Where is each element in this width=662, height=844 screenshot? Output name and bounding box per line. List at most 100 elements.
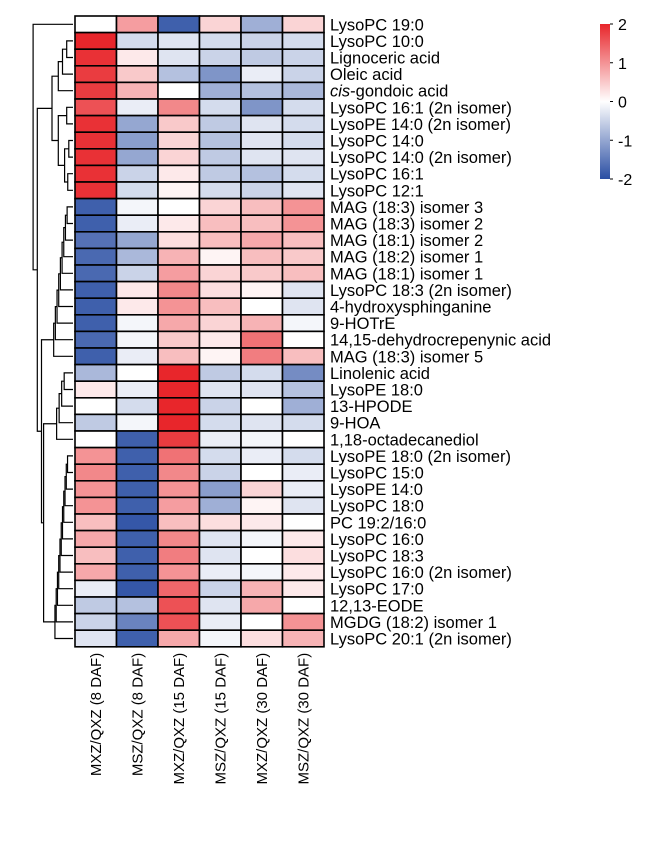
heatmap-cell <box>74 562 118 582</box>
heatmap-cell <box>157 98 201 117</box>
row-dendrogram <box>32 23 73 640</box>
row-label: LysoPC 19:0 <box>330 16 424 34</box>
heatmap-cell <box>198 546 242 565</box>
heatmap-cell <box>198 81 242 100</box>
heatmap-cell <box>240 313 284 333</box>
heatmap-cell <box>157 363 201 383</box>
heatmap-cell <box>74 330 118 349</box>
heatmap-cell <box>157 579 201 598</box>
heatmap-cell <box>198 629 242 648</box>
heatmap-cell <box>74 98 118 117</box>
heatmap-cell <box>74 546 118 565</box>
heatmap-cell <box>198 197 242 217</box>
row-label: Lignoceric acid <box>330 50 440 68</box>
row-label: LysoPE 18:0 <box>330 382 423 400</box>
row-label: MAG (18:3) isomer 2 <box>330 216 483 234</box>
heatmap-cell <box>115 148 159 167</box>
heatmap-cell <box>157 513 201 532</box>
row-label: LysoPC 18:0 <box>330 498 424 516</box>
column-label: MXZ/QXZ (15 DAF) <box>171 653 188 785</box>
heatmap-cell <box>115 114 159 133</box>
heatmap-cell <box>74 280 118 300</box>
legend-tick-label: 1 <box>618 56 627 73</box>
row-label: LysoPC 10:0 <box>330 33 424 51</box>
heatmap-cell <box>198 98 242 117</box>
heatmap-cell <box>74 181 118 200</box>
heatmap-cell <box>157 562 201 582</box>
row-label: LysoPC 14:0 <box>330 133 424 151</box>
heatmap-cell <box>115 15 159 34</box>
row-label: LysoPC 16:1 (2n isomer) <box>330 99 512 117</box>
heatmap-cell <box>74 15 118 34</box>
heatmap-cell <box>115 596 159 615</box>
legend-tick-label: 2 <box>618 17 627 34</box>
heatmap-cell <box>157 231 201 250</box>
heatmap-cell <box>240 31 284 50</box>
heatmap-cell <box>198 280 242 300</box>
heatmap-cell <box>240 463 284 482</box>
heatmap-cell <box>74 596 118 615</box>
heatmap-cell <box>281 98 325 117</box>
heatmap-cell <box>115 31 159 50</box>
heatmap-cell <box>74 430 118 449</box>
heatmap-cell <box>240 529 284 548</box>
dendrogram-branch <box>43 423 57 623</box>
heatmap-cell <box>74 131 118 150</box>
heatmap-cell <box>281 513 325 532</box>
heatmap-cell <box>115 380 159 399</box>
heatmap-cell <box>281 48 325 67</box>
heatmap-cell <box>240 280 284 300</box>
heatmap-cell <box>240 264 284 283</box>
heatmap-cell <box>115 430 159 449</box>
heatmap-cell <box>157 114 201 133</box>
heatmap-cell <box>198 31 242 50</box>
heatmap-cell <box>240 347 284 366</box>
heatmap-cell <box>240 164 284 183</box>
heatmap-cell <box>157 15 201 34</box>
heatmap-cell <box>74 81 118 100</box>
heatmap-cell <box>198 513 242 532</box>
heatmap-cell <box>74 197 118 217</box>
heatmap-cell <box>240 247 284 266</box>
heatmap-cell <box>240 579 284 598</box>
heatmap-cell <box>198 264 242 283</box>
row-label: 12,13-EODE <box>330 597 424 615</box>
heatmap-cell <box>281 181 325 200</box>
heatmap-cell <box>74 214 118 233</box>
heatmap-cell <box>115 164 159 183</box>
row-label: LysoPC 18:3 (2n isomer) <box>330 282 512 300</box>
heatmap-cell <box>115 413 159 432</box>
heatmap-cell <box>240 396 284 416</box>
heatmap-cell <box>281 313 325 333</box>
heatmap-cell <box>74 164 118 183</box>
heatmap-cell <box>74 479 118 499</box>
heatmap-cell <box>198 413 242 432</box>
row-label: LysoPE 14:0 <box>330 481 423 499</box>
row-label: 13-HPODE <box>330 398 413 416</box>
heatmap-cell <box>198 396 242 416</box>
row-label: LysoPC 16:0 <box>330 531 424 549</box>
heatmap-cell <box>281 264 325 283</box>
heatmap-cell <box>74 380 118 399</box>
heatmap-cell <box>198 131 242 150</box>
column-labels: MXZ/QXZ (8 DAF) MSZ/QXZ (8 DAF) MXZ/QXZ (1… <box>88 653 313 785</box>
heatmap-cell <box>74 513 118 532</box>
heatmap-cell <box>115 247 159 266</box>
heatmap-cell <box>115 197 159 217</box>
dendrogram-branch <box>51 75 59 142</box>
heatmap-cell <box>157 214 201 233</box>
heatmap-cell <box>240 131 284 150</box>
heatmap-cell <box>74 612 118 631</box>
column-label: MXZ/QXZ (30 DAF) <box>254 653 271 785</box>
heatmap-cell <box>115 214 159 233</box>
heatmap-cell <box>240 513 284 532</box>
heatmap-cell <box>281 430 325 449</box>
heatmap-cell <box>198 612 242 631</box>
heatmap-cell <box>74 529 118 548</box>
heatmap-cell <box>74 31 118 50</box>
row-label: LysoPC 14:0 (2n isomer) <box>330 149 512 167</box>
heatmap-cell <box>115 264 159 283</box>
row-label: 4-hydroxysphinganine <box>330 299 491 317</box>
color-legend: 2 1 0 -1 -2 <box>600 17 632 189</box>
